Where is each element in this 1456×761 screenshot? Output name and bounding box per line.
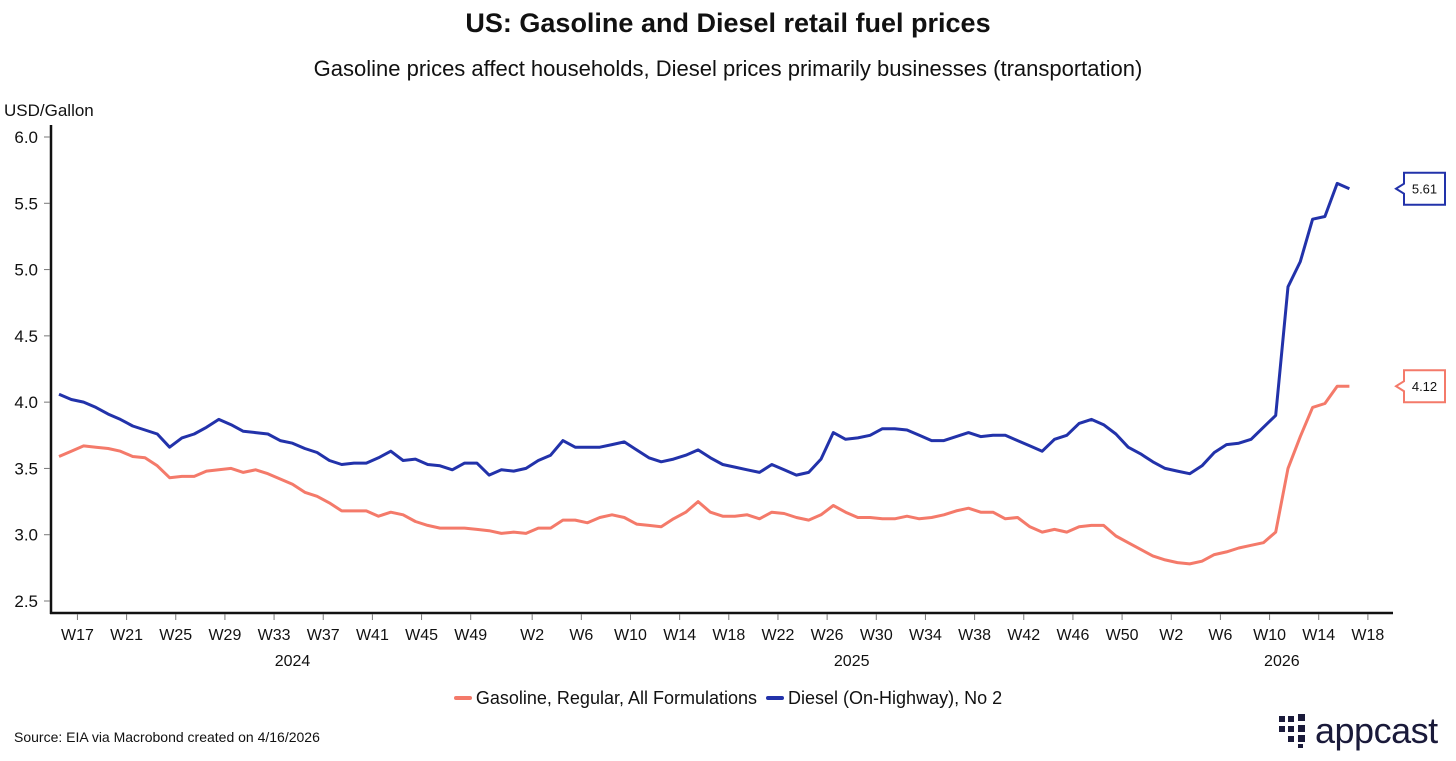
- legend-item-gasoline: Gasoline, Regular, All Formulations: [453, 687, 758, 709]
- x-tick-label: W50: [1106, 627, 1139, 644]
- x-tick-label: W34: [909, 627, 942, 644]
- chart-subtitle: Gasoline prices affect households, Diese…: [313, 56, 1143, 81]
- x-tick-label: W14: [1302, 627, 1335, 644]
- x-tick-label: W45: [405, 627, 438, 644]
- y-tick-label: 6.0: [14, 128, 38, 147]
- legend-label-diesel: Diesel (On-Highway), No 2: [788, 687, 1003, 708]
- x-year-label: 2024: [275, 653, 311, 670]
- y-tick-label: 5.5: [14, 194, 38, 213]
- last-value-label-diesel: 5.61: [1412, 182, 1437, 197]
- x-tick-label: W29: [208, 627, 241, 644]
- x-tick-label: W41: [356, 627, 389, 644]
- x-tick-label: W2: [520, 627, 544, 644]
- series-line-diesel: [58, 181, 1350, 477]
- y-axis-label: USD/Gallon: [4, 101, 94, 120]
- series-line-gasoline: [58, 384, 1350, 566]
- legend-item-diesel: Diesel (On-Highway), No 2: [766, 688, 1002, 709]
- x-tick-label: W26: [811, 627, 844, 644]
- x-year-label: 2025: [834, 653, 870, 670]
- x-tick-label: W38: [958, 627, 991, 644]
- x-tick-label: W49: [454, 627, 487, 644]
- x-tick-label: W21: [110, 627, 143, 644]
- x-tick-label: W37: [307, 627, 340, 644]
- appcast-logo: appcast: [1279, 713, 1438, 749]
- x-tick-label: W10: [614, 627, 647, 644]
- x-tick-label: W18: [1351, 627, 1384, 644]
- chart-title: US: Gasoline and Diesel retail fuel pric…: [465, 8, 991, 38]
- last-value-callout-diesel: [1394, 171, 1446, 206]
- x-tick-label: W6: [569, 627, 593, 644]
- appcast-logo-icon: [1279, 714, 1305, 748]
- y-tick-label: 3.5: [14, 459, 38, 478]
- last-value-label-gasoline: 4.12: [1412, 379, 1437, 394]
- legend: Gasoline, Regular, All Formulations Dies…: [0, 684, 1456, 709]
- y-tick-label: 4.5: [14, 327, 38, 346]
- last-value-callout-gasoline: [1394, 369, 1446, 404]
- line-chart: 2.5 3.0 3.5 4.0 4.5 5.0 5.5 6.0 W17 W21 W25 W29 W33 W…: [14, 125, 1446, 670]
- x-tick-label: W6: [1208, 627, 1232, 644]
- y-tick-label: 3.0: [14, 526, 38, 545]
- x-tick-label: W22: [762, 627, 795, 644]
- x-tick-label: W46: [1056, 627, 1089, 644]
- legend-swatch-diesel: [766, 696, 785, 700]
- x-tick-label: W2: [1159, 627, 1183, 644]
- x-tick-label: W17: [61, 627, 94, 644]
- y-tick-label: 2.5: [14, 592, 38, 611]
- y-tick-label: 5.0: [14, 261, 38, 280]
- x-tick-label: W30: [860, 627, 893, 644]
- x-tick-label: W42: [1007, 627, 1040, 644]
- y-tick-label: 4.0: [14, 393, 38, 412]
- appcast-logo-text: appcast: [1315, 710, 1438, 751]
- x-year-label: 2026: [1264, 653, 1300, 670]
- source-note: Source: EIA via Macrobond created on 4/1…: [14, 729, 320, 745]
- x-tick-label: W25: [159, 627, 192, 644]
- legend-label-gasoline: Gasoline, Regular, All Formulations: [475, 687, 758, 708]
- x-tick-label: W33: [258, 627, 291, 644]
- legend-swatch-gasoline: [453, 696, 472, 700]
- x-tick-label: W10: [1253, 627, 1286, 644]
- x-tick-label: W14: [663, 627, 696, 644]
- x-tick-label: W18: [712, 627, 745, 644]
